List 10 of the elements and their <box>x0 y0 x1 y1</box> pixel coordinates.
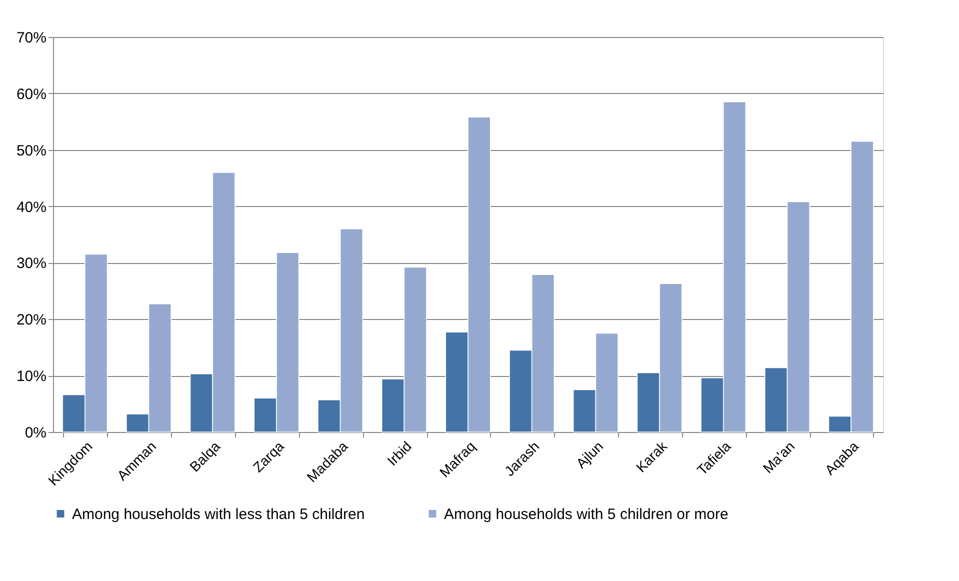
y-tick-label: 40% <box>16 198 46 216</box>
y-tick-label: 60% <box>16 86 46 103</box>
legend-label: Among households with less than 5 children <box>72 506 365 523</box>
y-tick-label: 0% <box>24 424 46 442</box>
y-tick-label: 10% <box>16 368 46 386</box>
y-tick-label: 20% <box>16 312 46 329</box>
legend-label: Among households with 5 children or more <box>444 506 728 523</box>
y-tick-label: 50% <box>16 142 46 160</box>
y-tick-label: 70% <box>16 30 46 46</box>
y-tick-label: 30% <box>16 255 46 272</box>
